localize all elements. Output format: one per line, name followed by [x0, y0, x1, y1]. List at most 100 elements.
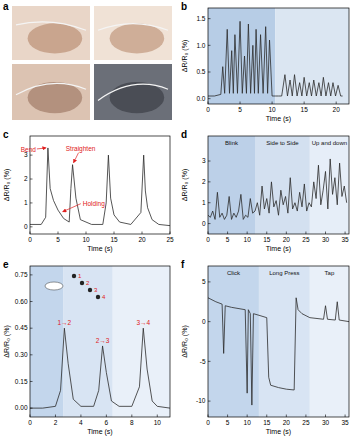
x-tick — [131, 415, 132, 418]
y-tick — [30, 274, 33, 275]
x-tick — [170, 232, 171, 235]
band — [30, 266, 63, 417]
y-tick-label: 0 — [202, 220, 206, 227]
annotation-arrow — [74, 153, 79, 163]
x-tick-label: 20 — [138, 236, 146, 243]
x-tick — [305, 415, 306, 418]
inset-dot — [72, 274, 76, 278]
x-tick — [325, 232, 326, 235]
y-axis-label: ΔR/R₀ (%) — [3, 169, 11, 201]
band — [113, 266, 170, 417]
x-tick — [227, 232, 228, 235]
annotation-arrow — [63, 204, 81, 212]
sensor-wire — [16, 22, 86, 30]
frame — [208, 8, 349, 104]
annotation: Holding — [83, 200, 105, 208]
x-tick-label: 6 — [105, 419, 109, 426]
x-tick-label: 0 — [206, 419, 210, 426]
x-tick — [305, 232, 306, 235]
y-tick-label: -5 — [200, 358, 206, 365]
photo — [12, 64, 90, 120]
y-tick — [208, 18, 211, 19]
annotation: Straighten — [66, 145, 96, 153]
x-tick-label: 2 — [54, 419, 58, 426]
x-tick-label: 10 — [244, 236, 252, 243]
frame — [30, 266, 170, 417]
band-label: Click — [227, 270, 241, 276]
panel-label: e — [3, 259, 9, 270]
y-tick — [208, 202, 211, 203]
y-tick — [208, 45, 211, 46]
chart-panel: 051015202530350123Time (s)ΔR/R₀ (%)dBlin… — [181, 129, 349, 253]
annotation-arrow — [37, 148, 46, 149]
x-axis-label: Time (s) — [87, 245, 112, 253]
signal-line — [208, 21, 343, 96]
y-tick — [30, 155, 33, 156]
x-tick — [345, 415, 346, 418]
x-tick-label: 5 — [226, 419, 230, 426]
y-tick-label: 3 — [202, 157, 206, 164]
y-tick-label: 1 — [24, 199, 28, 206]
band — [208, 266, 259, 417]
band — [310, 136, 349, 234]
y-tick — [208, 223, 211, 224]
chart-panel: 05101520250123Time (s)ΔR/R₀ (%)cBendHold… — [3, 129, 174, 253]
x-tick-label: 20 — [333, 106, 341, 113]
y-tick — [30, 179, 33, 180]
x-tick-label: 0 — [28, 419, 32, 426]
x-tick-label: 0 — [206, 106, 210, 113]
y-tick — [208, 161, 211, 162]
x-tick — [208, 415, 209, 418]
chart-panel: 051015200.00.51.01.5Time (s)ΔR/R₀ (%)b — [181, 1, 349, 123]
x-tick — [106, 415, 107, 418]
chart-panel: 05101520253035-10-505Time (s)ΔR/R₀ (%)fC… — [181, 259, 349, 436]
annotation: Bend — [21, 146, 37, 153]
y-tick — [208, 401, 211, 402]
band-label: Tap — [325, 270, 335, 276]
figure: a051015200.00.51.01.5Time (s)ΔR/R₀ (%)b0… — [0, 0, 355, 438]
y-tick-label: 0.0 — [196, 95, 205, 102]
band-label: Blink — [225, 140, 239, 146]
band — [208, 8, 275, 104]
y-axis-label: ΔR/R₀ (%) — [181, 169, 189, 201]
x-tick-label: 10 — [82, 236, 90, 243]
inset-label: 4 — [102, 294, 106, 300]
frame — [208, 136, 349, 234]
y-axis-label: ΔR/R₀ (%) — [181, 325, 189, 357]
inset-dot — [88, 288, 92, 292]
y-tick — [208, 281, 211, 282]
y-tick-label: 0.60 — [15, 298, 28, 305]
inset-icon — [45, 282, 63, 290]
x-tick — [55, 415, 56, 418]
y-tick-label: 5 — [202, 278, 206, 285]
x-tick-label: 20 — [283, 236, 291, 243]
y-tick — [208, 98, 211, 99]
inset-label: 3 — [94, 287, 98, 293]
panel-label: f — [181, 259, 185, 270]
y-tick — [30, 408, 33, 409]
y-tick-label: 0.15 — [15, 378, 28, 385]
plot-area — [208, 136, 349, 234]
inset-label: 2 — [86, 280, 90, 286]
y-tick — [208, 321, 211, 322]
annotation: 2→3 — [96, 337, 110, 344]
x-tick — [266, 415, 267, 418]
annotation: 3→4 — [136, 319, 150, 326]
y-tick-label: 0.75 — [15, 271, 28, 278]
y-tick-label: 0 — [202, 318, 206, 325]
inset-label: 1 — [78, 273, 82, 279]
band-label: Side to Side — [266, 140, 299, 146]
x-tick — [86, 232, 87, 235]
x-tick — [227, 415, 228, 418]
y-tick-label: 0 — [24, 223, 28, 230]
band — [310, 266, 349, 417]
x-tick-label: 10 — [244, 419, 252, 426]
x-tick-label: 25 — [302, 419, 310, 426]
x-tick-label: 35 — [341, 419, 349, 426]
y-tick-label: -10 — [196, 397, 206, 404]
x-tick-label: 15 — [110, 236, 118, 243]
x-tick-label: 15 — [301, 106, 309, 113]
x-axis-label: Time (s) — [266, 115, 291, 123]
x-tick-label: 15 — [263, 419, 271, 426]
x-tick-label: 20 — [283, 419, 291, 426]
